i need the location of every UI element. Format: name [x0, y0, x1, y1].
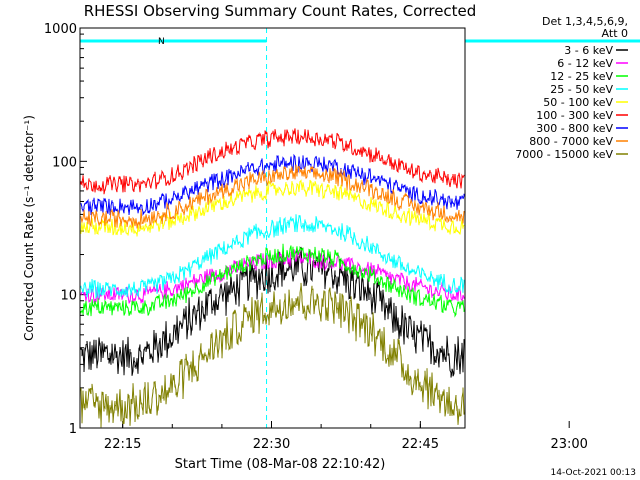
legend-label: 12 - 25 keV — [550, 70, 613, 83]
y-tick-label: 1000 — [44, 22, 77, 37]
legend-label: 50 - 100 keV — [543, 96, 613, 109]
x-axis-label: Start Time (08-Mar-08 22:10:42) — [175, 457, 386, 472]
series-line — [80, 243, 465, 318]
y-tick-label: 10 — [60, 289, 77, 304]
legend-label: 3 - 6 keV — [564, 44, 613, 57]
legend-header-line-1: Det 1,3,4,5,6,9, — [542, 15, 628, 28]
plot-frame — [79, 27, 466, 429]
legend-label: 7000 - 15000 keV — [515, 148, 613, 161]
series-line — [80, 214, 465, 299]
x-tick-label: 22:30 — [253, 437, 290, 452]
legend-label: 300 - 800 keV — [536, 122, 613, 135]
legend-label: 100 - 300 keV — [536, 109, 613, 122]
legend-label: 6 - 12 keV — [557, 57, 613, 70]
series-line — [80, 246, 465, 378]
series-line — [80, 164, 465, 229]
night-marker-label: N — [158, 37, 165, 47]
x-tick-label: 22:15 — [104, 437, 141, 452]
legend-label: 800 - 7000 keV — [529, 135, 613, 148]
y-axis-label: Corrected Count Rate (s⁻¹ detector⁻¹) — [22, 115, 36, 341]
series-line — [80, 153, 465, 217]
generated-timestamp: 14-Oct-2021 00:13 — [551, 468, 636, 478]
x-tick-label: 22:45 — [402, 437, 439, 452]
x-tick-label: 23:00 — [550, 437, 587, 452]
legend-header-line-2: Att 0 — [602, 27, 628, 40]
legend-label: 25 - 50 keV — [550, 83, 613, 96]
series-line — [80, 179, 465, 237]
chart-title: RHESSI Observing Summary Count Rates, Co… — [84, 2, 477, 20]
series-line — [80, 128, 465, 195]
y-tick-label: 100 — [52, 155, 77, 170]
y-tick-label: 1 — [69, 422, 77, 437]
series-line — [80, 282, 465, 428]
